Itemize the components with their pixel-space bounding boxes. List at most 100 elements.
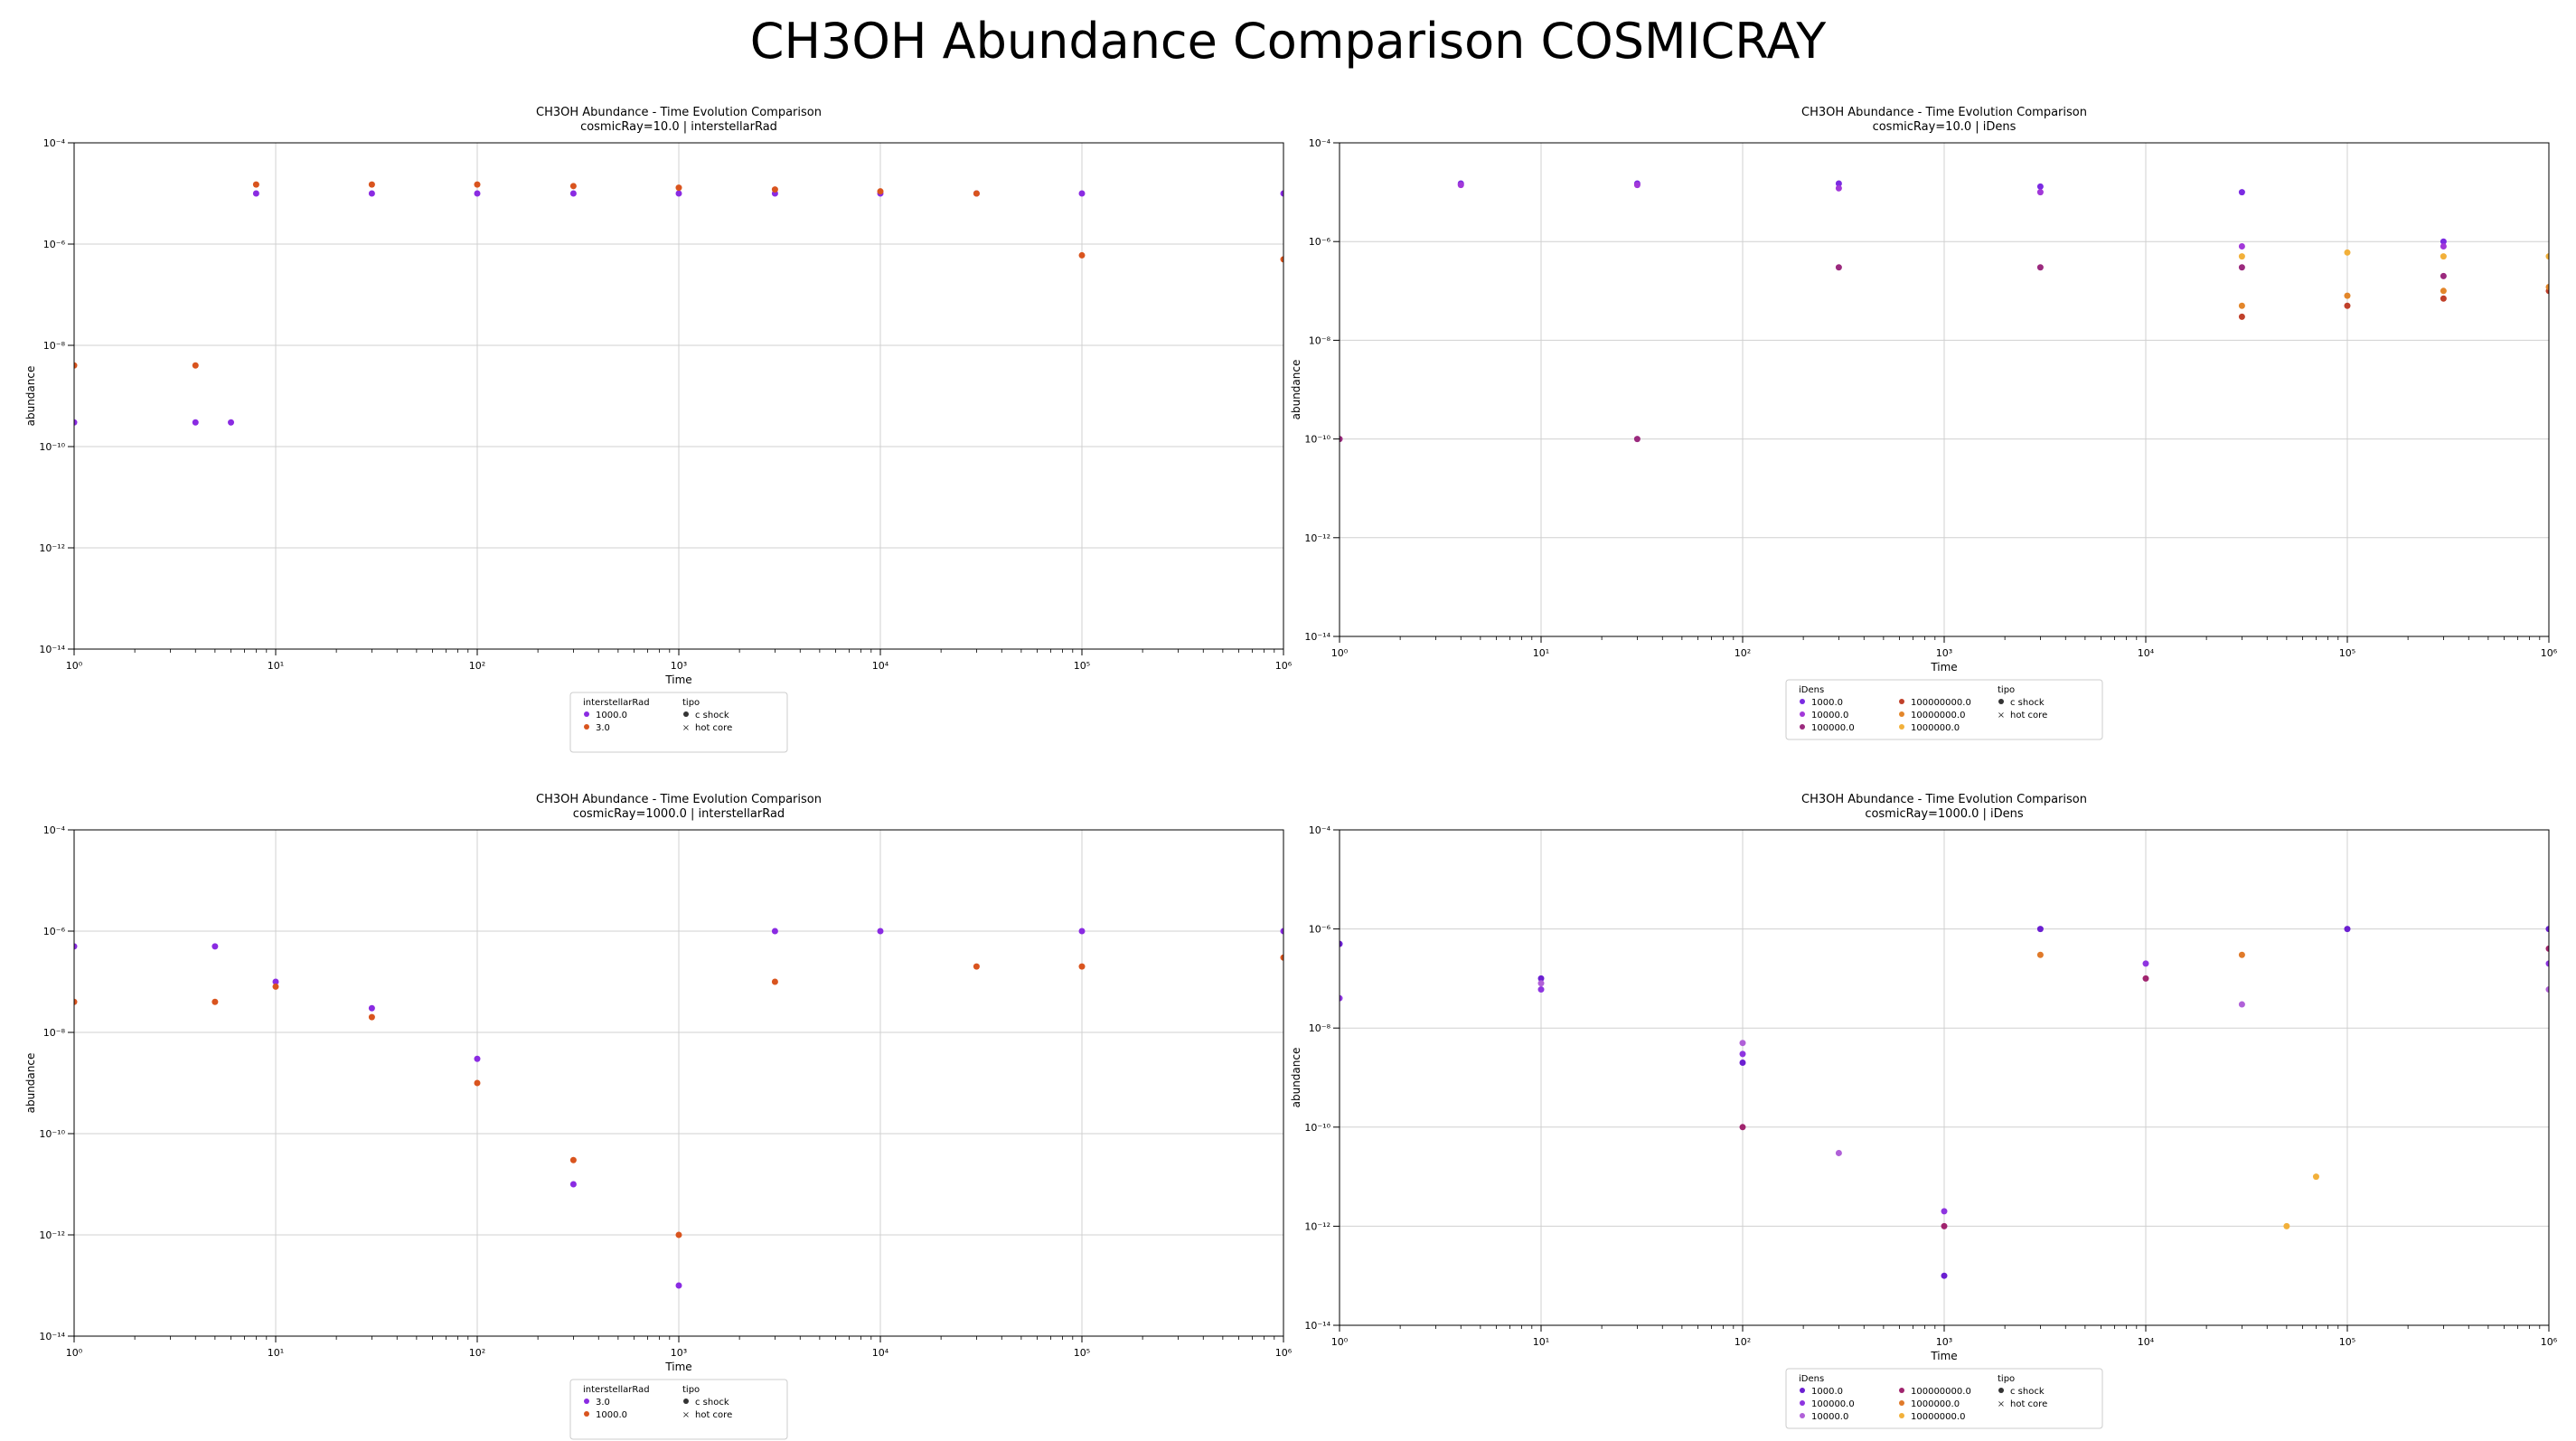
subplot-subtitle: cosmicRay=10.0 | iDens — [1873, 120, 2017, 134]
x-tick-label: 10³ — [1936, 1336, 1952, 1348]
subplot-title: CH3OH Abundance - Time Evolution Compari… — [536, 106, 822, 119]
data-point — [2344, 249, 2351, 256]
legend-style-title: tipo — [1998, 1374, 2015, 1384]
subplot-subtitle: cosmicRay=1000.0 | iDens — [1865, 807, 2024, 821]
y-tick-label: 10⁻⁸ — [1309, 334, 1331, 346]
legend-style-title: tipo — [682, 1385, 700, 1395]
x-tick-label: 10⁵ — [2339, 647, 2355, 659]
data-point — [1835, 264, 1842, 271]
legend-entry: c shock — [695, 711, 729, 720]
data-point — [1739, 1060, 1746, 1067]
data-point — [1941, 1272, 1948, 1279]
data-point — [192, 362, 199, 369]
series-100000000.0 — [1739, 945, 2549, 1229]
legend-hue-title: iDens — [1799, 685, 1824, 695]
legend-entry: 1000000.0 — [1911, 1399, 1960, 1409]
data-point — [2545, 960, 2549, 967]
legend: iDens 1000.0 10000.0 100000.0 100000000.0 100… — [1785, 679, 2103, 740]
y-tick-label: 10⁻¹² — [39, 1229, 65, 1241]
y-tick-label: 10⁻¹⁰ — [39, 441, 65, 453]
data-points — [74, 928, 1283, 1289]
y-tick-label: 10⁻⁶ — [43, 239, 66, 250]
data-point — [2238, 264, 2245, 271]
data-point — [675, 1231, 682, 1239]
x-tick-label: 10⁵ — [1074, 660, 1090, 672]
y-tick-label: 10⁻¹⁴ — [39, 1331, 65, 1342]
legend-entry: 100000000.0 — [1911, 698, 1971, 708]
series-1000000.0 — [2036, 951, 2245, 958]
data-point — [1078, 190, 1086, 197]
legend-hue-title: interstellarRad — [583, 698, 650, 708]
data-point — [2238, 1001, 2245, 1008]
legend-marker — [584, 1411, 589, 1417]
x-tick-label: 10² — [469, 660, 485, 672]
data-point — [2238, 189, 2245, 196]
data-point — [212, 943, 219, 950]
series-3.0 — [74, 928, 1283, 1289]
data-point — [2344, 926, 2351, 933]
series-10000.0 — [1457, 182, 2447, 250]
legend-entry: 1000.0 — [596, 711, 627, 720]
x-tick-label: 10⁶ — [1275, 1347, 1293, 1359]
subplot-title: CH3OH Abundance - Time Evolution Compari… — [1801, 793, 2087, 806]
legend: interstellarRad 1000.0 3.0 tipo c shock × hot … — [569, 692, 788, 753]
series-1000.0 — [1457, 180, 2447, 245]
data-point — [74, 419, 78, 426]
x-axis-label: Time — [664, 673, 691, 686]
legend-entry: 10000.0 — [1811, 1412, 1848, 1422]
x-tick-label: 10⁰ — [66, 1347, 83, 1359]
data-point — [228, 419, 235, 426]
legend-marker — [584, 711, 589, 717]
data-point — [2036, 926, 2044, 933]
y-tick-label: 10⁻⁸ — [43, 340, 66, 352]
subplot-2: CH3OH Abundance - Time Evolution Compari… — [1290, 106, 2558, 740]
plot-frame — [1339, 829, 2550, 1326]
subplot-subtitle: cosmicRay=1000.0 | interstellarRad — [573, 807, 785, 821]
series-10000000.0 — [2283, 1173, 2319, 1229]
y-axis-label: abundance — [1290, 360, 1302, 420]
data-point — [74, 943, 78, 950]
y-tick-label: 10⁻¹⁴ — [39, 644, 65, 655]
legend-entry: c shock — [2010, 1387, 2045, 1397]
x-tick-label: 10² — [1735, 647, 1751, 659]
data-point — [252, 181, 259, 188]
legend-marker — [1899, 711, 1904, 717]
x-tick-label: 10³ — [671, 660, 687, 672]
data-point — [74, 998, 78, 1005]
data-point — [1078, 251, 1086, 259]
legend-marker — [1800, 1400, 1805, 1406]
x-tick-label: 10⁰ — [1331, 647, 1349, 659]
legend-marker — [1800, 711, 1805, 717]
data-point — [2440, 238, 2447, 245]
series-100000000.0 — [2238, 287, 2549, 320]
data-point — [2545, 945, 2549, 952]
data-point — [368, 1004, 375, 1012]
y-tick-label: 10⁻¹⁴ — [1304, 631, 1330, 643]
plot-frame — [73, 142, 1284, 650]
data-point — [2344, 292, 2351, 299]
x-tick-label: 10² — [469, 1347, 485, 1359]
y-tick-label: 10⁻⁴ — [43, 137, 66, 149]
data-point — [2344, 302, 2351, 309]
legend-box — [1785, 679, 2103, 740]
data-point — [2440, 272, 2447, 279]
x-tick-label: 10⁶ — [2541, 647, 2558, 659]
data-point — [474, 1079, 481, 1087]
data-point — [2238, 951, 2245, 958]
data-point — [1340, 940, 1343, 947]
data-point — [877, 188, 884, 195]
data-point — [569, 183, 577, 190]
legend-marker — [1998, 699, 2004, 704]
x-tick-label: 10⁰ — [66, 660, 83, 672]
y-axis-label: abundance — [24, 1053, 37, 1114]
legend-box — [1785, 1368, 2103, 1429]
subplot-3: CH3OH Abundance - Time Evolution Compari… — [24, 793, 1293, 1440]
legend-style-title: tipo — [1998, 685, 2015, 695]
data-point — [2440, 253, 2447, 260]
data-point — [212, 998, 219, 1005]
data-point — [973, 190, 980, 197]
data-point — [368, 181, 375, 188]
data-point — [1835, 1149, 1842, 1156]
legend-marker — [1800, 699, 1805, 704]
legend-entry: 100000.0 — [1811, 723, 1855, 733]
